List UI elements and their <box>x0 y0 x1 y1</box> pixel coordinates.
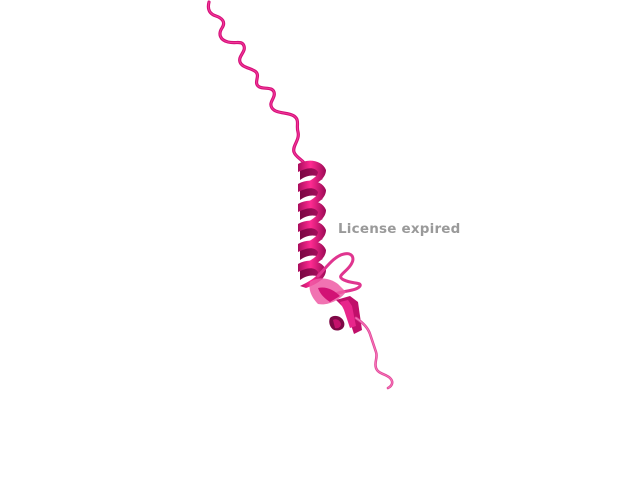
license-watermark: License expired <box>338 221 461 237</box>
beta-strand <box>329 296 362 334</box>
loop-region <box>316 252 362 298</box>
n-terminal-coil-highlight <box>207 1 307 167</box>
alpha-helix <box>298 160 326 288</box>
